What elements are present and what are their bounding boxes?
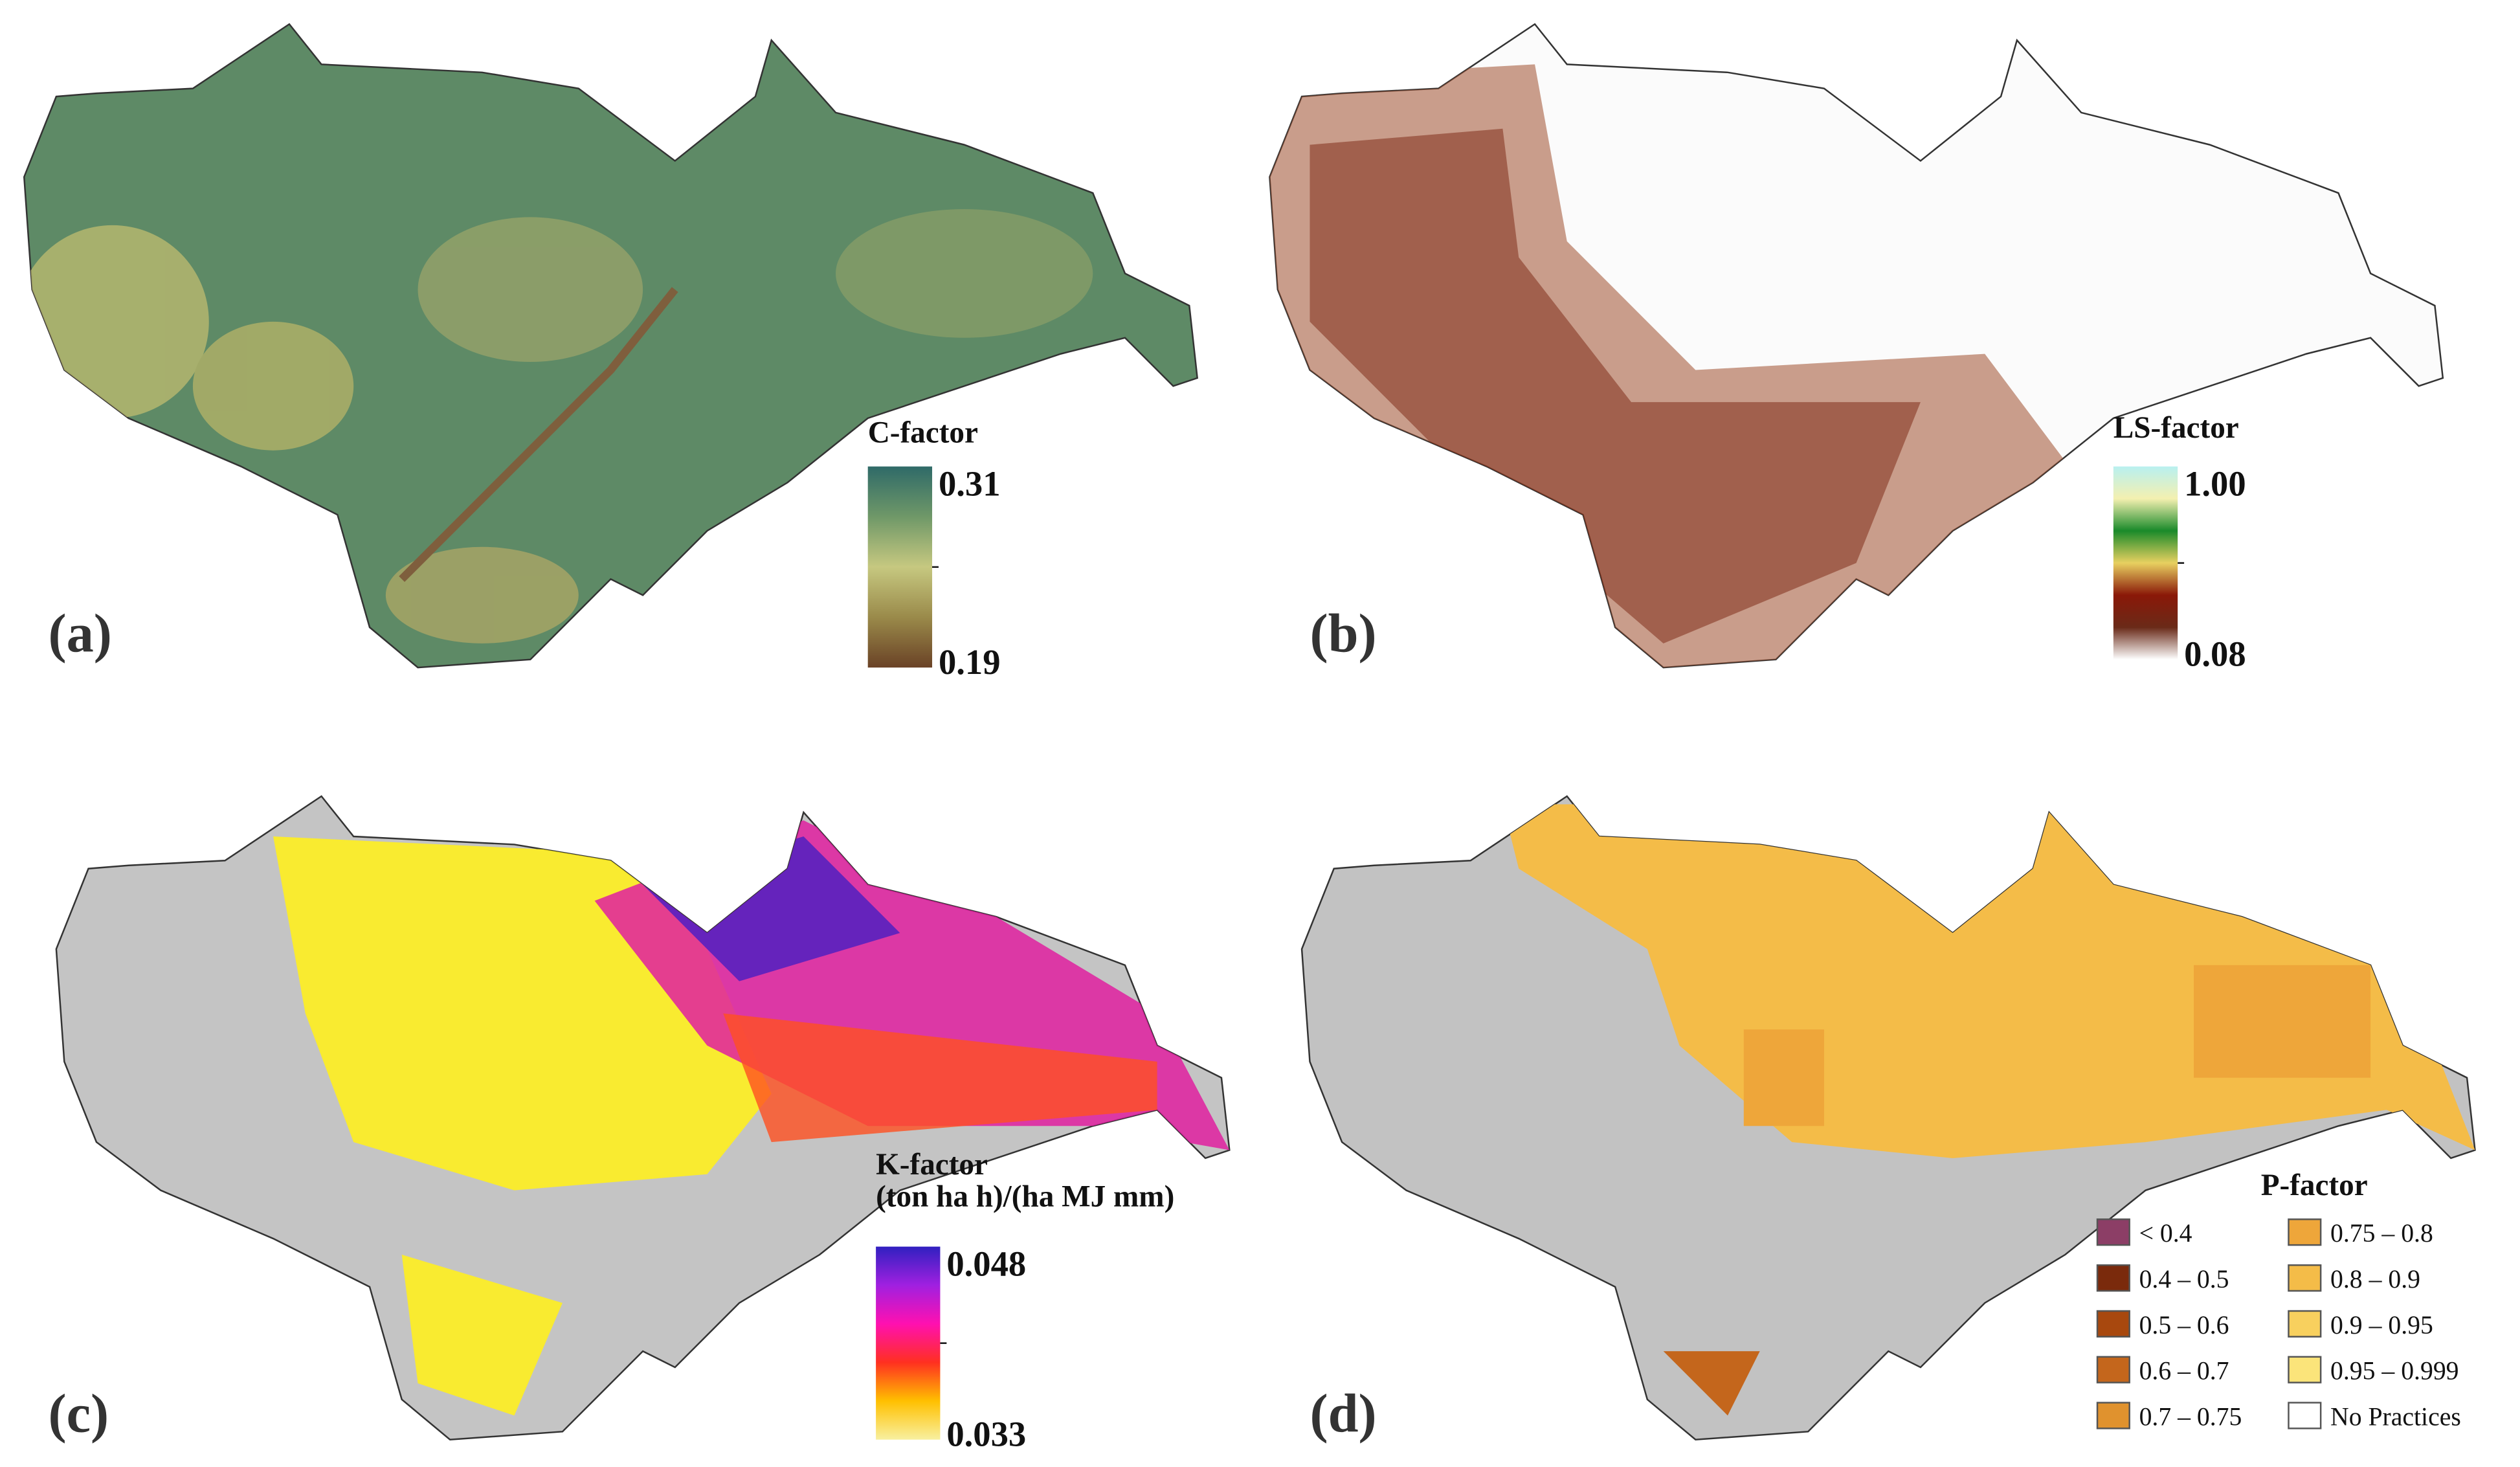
legend-max: 0.31: [939, 464, 1001, 503]
legend-swatch: [2096, 1356, 2130, 1383]
legend-swatch: [2288, 1310, 2322, 1338]
legend-item: No Practices: [2330, 1402, 2461, 1431]
legend-item: 0.95 – 0.999: [2330, 1357, 2459, 1385]
map-c: [55, 795, 1231, 1441]
legend-item: 0.75 – 0.8: [2330, 1219, 2433, 1248]
legend-swatch: [2096, 1402, 2130, 1429]
panel-label: (a): [48, 603, 111, 664]
legend-swatch: [2288, 1218, 2322, 1246]
legend-max: 0.048: [946, 1244, 1026, 1283]
legend-swatch: [2288, 1402, 2322, 1429]
legend-min: 0.08: [2184, 634, 2246, 674]
legend-max: 1.00: [2184, 464, 2246, 503]
colorbar: [2113, 466, 2178, 660]
legend-swatch: [2096, 1310, 2130, 1338]
legend-title: LS-factor: [2113, 411, 2239, 445]
legend-min: 0.033: [946, 1415, 1026, 1454]
panel-label: (c): [48, 1383, 109, 1444]
legend-item: 0.8 – 0.9: [2330, 1265, 2420, 1293]
legend-swatch: [2096, 1264, 2130, 1292]
legend-swatch: [2288, 1356, 2322, 1383]
legend-title: C-factor: [868, 416, 978, 449]
panel-label: (d): [1310, 1383, 1376, 1444]
panel-label: (b): [1310, 603, 1376, 664]
legend-title: K-factor: [876, 1148, 988, 1181]
map-a: [23, 23, 1198, 669]
legend-item: < 0.4: [2139, 1219, 2192, 1248]
legend-item: 0.4 – 0.5: [2139, 1265, 2229, 1293]
legend-title: P-factor: [2261, 1169, 2368, 1202]
legend-subtitle: (ton ha h)/(ha MJ mm): [876, 1180, 1174, 1213]
legend-item: 0.9 – 0.95: [2330, 1311, 2433, 1339]
legend-item: 0.6 – 0.7: [2139, 1357, 2229, 1385]
legends: (a) C-factor 0.31 0.19 (b) LS-factor 1.00 0.08 (…: [48, 411, 2460, 1454]
colorbar: [867, 466, 933, 668]
colorbar: [876, 1246, 941, 1440]
legend-item: 0.7 – 0.75: [2139, 1402, 2242, 1431]
legend-item: 0.5 – 0.6: [2139, 1311, 2229, 1339]
map-b: [1269, 23, 2444, 669]
legend-min: 0.19: [939, 642, 1001, 682]
legend-swatch: [2288, 1264, 2322, 1292]
legend-swatch: [2096, 1218, 2130, 1246]
map-d: [1300, 795, 2476, 1441]
